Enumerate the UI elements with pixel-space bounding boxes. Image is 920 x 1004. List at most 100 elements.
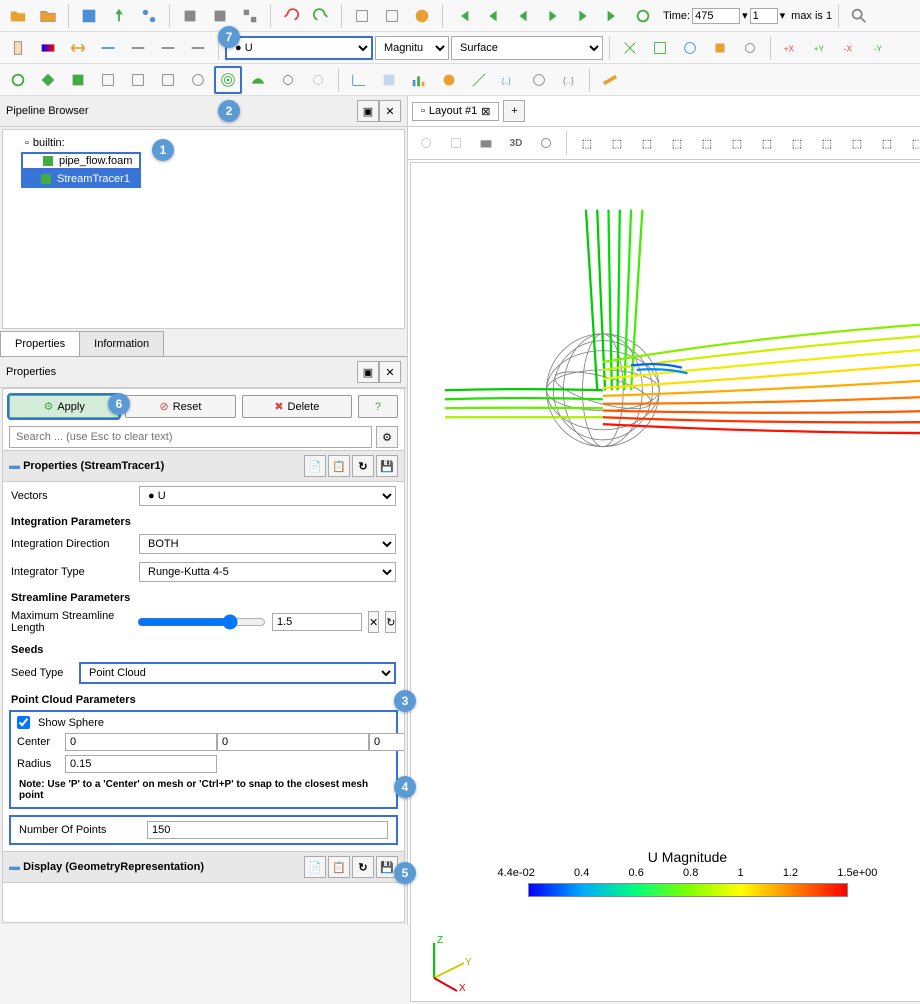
center-z-input[interactable]: [369, 733, 405, 751]
palette-icon[interactable]: [408, 2, 436, 30]
tree-item-foam[interactable]: pipe_flow.foam: [21, 152, 141, 170]
vt14-icon[interactable]: ⬚: [873, 129, 901, 157]
filter2-icon[interactable]: [34, 66, 62, 94]
num-points-input[interactable]: [147, 821, 388, 839]
solid-color-icon[interactable]: [4, 34, 32, 62]
rescale5-icon[interactable]: [184, 34, 212, 62]
integrator-type-select[interactable]: Runge-Kutta 4-5: [139, 562, 396, 582]
plot5-icon[interactable]: {..}: [495, 66, 523, 94]
search-input[interactable]: [9, 426, 372, 448]
section-display[interactable]: ▬ Display (GeometryRepresentation) 📄 📋 ↻…: [3, 851, 404, 883]
axis-plusx-icon[interactable]: +X: [777, 34, 805, 62]
close-tab-icon[interactable]: ⊠: [481, 105, 490, 118]
plot1-icon[interactable]: [345, 66, 373, 94]
next-frame-icon[interactable]: [569, 2, 597, 30]
cam5-icon[interactable]: [736, 34, 764, 62]
vt1-icon[interactable]: [412, 129, 440, 157]
time-value-input[interactable]: [692, 8, 740, 24]
dock-icon[interactable]: ▣: [357, 100, 379, 122]
reload-icon[interactable]: ↻: [352, 455, 374, 477]
plot4-icon[interactable]: [465, 66, 493, 94]
plot2-icon[interactable]: [375, 66, 403, 94]
reload2-icon[interactable]: ↻: [352, 856, 374, 878]
render-view[interactable]: U Magnitude 4.4e-02 0.4 0.6 0.8 1 1.2 1.…: [410, 162, 920, 1002]
layout-tab-1[interactable]: ▫Layout #1⊠: [412, 102, 499, 121]
copy-icon[interactable]: 📄: [304, 455, 326, 477]
colormap-icon[interactable]: [34, 34, 62, 62]
filter10-icon[interactable]: [304, 66, 332, 94]
vt2-icon[interactable]: [442, 129, 470, 157]
time-step-dropdown-icon[interactable]: ▾: [780, 9, 786, 22]
plot6-icon[interactable]: [525, 66, 553, 94]
vt13-icon[interactable]: ⬚: [843, 129, 871, 157]
close-panel-icon[interactable]: ✕: [379, 100, 401, 122]
filter8-icon[interactable]: [244, 66, 272, 94]
center-y-input[interactable]: [217, 733, 369, 751]
play-icon[interactable]: [539, 2, 567, 30]
undo-icon[interactable]: [277, 2, 305, 30]
filter6-icon[interactable]: [154, 66, 182, 94]
help-button[interactable]: ?: [358, 395, 398, 418]
last-frame-icon[interactable]: [599, 2, 627, 30]
apply-button[interactable]: ⚙Apply: [9, 395, 119, 418]
filter4-icon[interactable]: [94, 66, 122, 94]
filter3-icon[interactable]: [64, 66, 92, 94]
vt9-icon[interactable]: ⬚: [723, 129, 751, 157]
cam2-icon[interactable]: [646, 34, 674, 62]
misc1-icon[interactable]: [348, 2, 376, 30]
vt3-icon[interactable]: [532, 129, 560, 157]
folder-icon[interactable]: [34, 2, 62, 30]
save-icon[interactable]: [75, 2, 103, 30]
vt11-icon[interactable]: ⬚: [783, 129, 811, 157]
component-select[interactable]: Magnitu: [375, 36, 449, 60]
prev-frame-icon[interactable]: [479, 2, 507, 30]
tab-properties[interactable]: Properties: [0, 331, 80, 356]
tab-information[interactable]: Information: [79, 331, 164, 356]
cam4-icon[interactable]: [706, 34, 734, 62]
save-defaults-icon[interactable]: 💾: [376, 455, 398, 477]
center-x-input[interactable]: [65, 733, 217, 751]
delete-button[interactable]: ✖Delete: [242, 395, 352, 418]
vt12-icon[interactable]: ⬚: [813, 129, 841, 157]
clear-icon[interactable]: ✕: [368, 611, 379, 633]
play-back-icon[interactable]: [509, 2, 537, 30]
radius-input[interactable]: [65, 755, 217, 773]
filter7-icon[interactable]: [184, 66, 212, 94]
rescale-icon[interactable]: [64, 34, 92, 62]
section-properties[interactable]: ▬ Properties (StreamTracer1) 📄 📋 ↻ 💾: [3, 450, 404, 482]
time-dropdown-icon[interactable]: ▾: [742, 9, 748, 22]
integration-direction-select[interactable]: BOTH: [139, 534, 396, 554]
loop-icon[interactable]: [629, 2, 657, 30]
redo-icon[interactable]: [307, 2, 335, 30]
filter9-icon[interactable]: [274, 66, 302, 94]
connect-icon[interactable]: [135, 2, 163, 30]
vt10-icon[interactable]: ⬚: [753, 129, 781, 157]
paste2-icon[interactable]: 📋: [328, 856, 350, 878]
rescale4-icon[interactable]: [154, 34, 182, 62]
histogram-icon[interactable]: [405, 66, 433, 94]
color-field-select[interactable]: ● U: [225, 36, 373, 60]
vt7-icon[interactable]: ⬚: [663, 129, 691, 157]
misc2-icon[interactable]: [378, 2, 406, 30]
camera-icon[interactable]: [472, 129, 500, 157]
open-icon[interactable]: [4, 2, 32, 30]
reset-button[interactable]: ⊘Reset: [125, 395, 235, 418]
pipeline-tree[interactable]: ▫builtin: pipe_flow.foam StreamTracer1: [2, 129, 405, 329]
time-step-input[interactable]: [750, 8, 778, 24]
vt6-icon[interactable]: ⬚: [633, 129, 661, 157]
cam1-icon[interactable]: [616, 34, 644, 62]
dock2-icon[interactable]: ▣: [357, 361, 379, 383]
max-streamline-slider[interactable]: [137, 614, 266, 630]
seed-type-select[interactable]: Point Cloud: [79, 662, 396, 684]
ruler-icon[interactable]: [596, 66, 624, 94]
tree-item-streamtracer[interactable]: StreamTracer1: [21, 170, 141, 188]
cubes-icon[interactable]: [236, 2, 264, 30]
axis-plusy-icon[interactable]: +Y: [807, 34, 835, 62]
vt5-icon[interactable]: ⬚: [603, 129, 631, 157]
show-sphere-checkbox[interactable]: [17, 716, 30, 729]
first-frame-icon[interactable]: [449, 2, 477, 30]
filter5-icon[interactable]: [124, 66, 152, 94]
zoom-icon[interactable]: [845, 2, 873, 30]
plot7-icon[interactable]: {..}: [555, 66, 583, 94]
copy2-icon[interactable]: 📄: [304, 856, 326, 878]
